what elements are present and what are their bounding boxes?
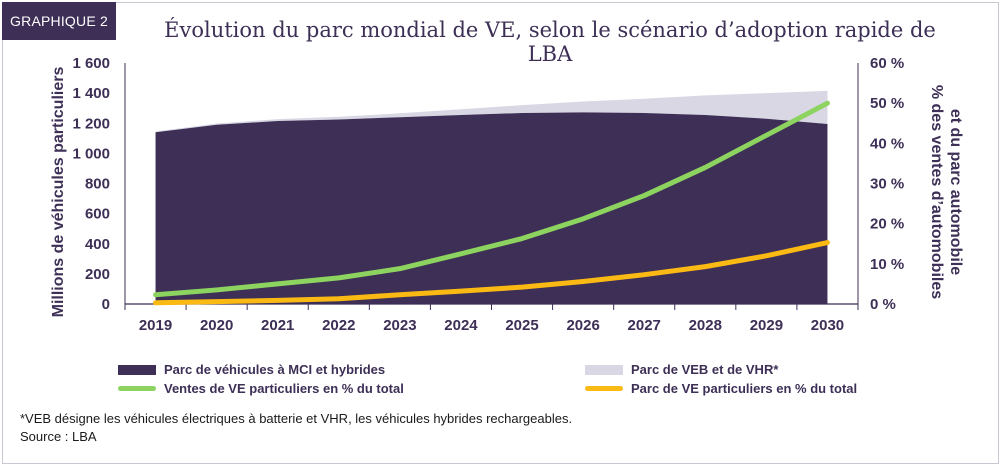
area-ice-hybrid-fleet [155,112,828,304]
figure-badge: GRAPHIQUE 2 [2,2,116,40]
y2-tick-label: 20 % [870,216,904,233]
x-tick-label: 2020 [200,317,233,334]
x-tick-label: 2026 [566,317,599,334]
y-tick-label: 1 200 [72,115,110,132]
y-tick-label: 200 [85,266,110,283]
x-axis-ticks: 2019 2020 2021 2022 2023 2024 2025 2026 2027 2028… [139,317,844,334]
line-ev-sales-share [153,100,830,298]
axis-lines [124,63,859,310]
y2-tick-label: 50 % [870,95,904,112]
y-tick-label: 1 400 [72,85,110,102]
x-tick-label: 2022 [322,317,355,334]
y-tick-label: 1 000 [72,145,110,162]
y2-tick-label: 10 % [870,256,904,273]
y-tick-label: 600 [85,206,110,223]
right-axis-ticks: 0 % 10 % 20 % 30 % 40 % 50 % 60 % [870,55,904,313]
area-series [155,90,828,304]
x-tick-label: 2023 [383,317,416,334]
y2-tick-label: 40 % [870,135,904,152]
y2-tick-label: 30 % [870,176,904,193]
x-tick-label: 2030 [811,317,844,334]
x-tick-label: 2025 [505,317,538,334]
area-bev-phev-fleet [155,90,828,133]
x-tick-label: 2021 [261,317,294,334]
y2-axis-title-line1: % des ventes d’automobiles [928,85,945,299]
x-tick-label: 2024 [444,317,478,334]
left-axis-ticks: 0 200 400 600 800 1 000 1 200 1 400 1 600 [72,55,110,313]
y-tick-label: 400 [85,236,110,253]
line-series [153,100,830,306]
y-axis-title: Millions de véhicules particuliers [50,67,67,318]
y-tick-label: 0 [102,296,110,313]
x-tick-label: 2028 [689,317,722,334]
notes: *VEB désigne les véhicules électriques à… [20,410,572,446]
x-tick-label: 2027 [628,317,661,334]
chart-title: Évolution du parc mondial de VE, selon l… [164,18,936,66]
source: Source : LBA [20,429,97,444]
y2-tick-label: 60 % [870,55,904,72]
y2-axis-title-line2: et du parc automobile [947,109,964,275]
y-tick-label: 800 [85,176,110,193]
y2-tick-label: 0 % [870,296,896,313]
x-tick-label: 2019 [139,317,172,334]
footnote: *VEB désigne les véhicules électriques à… [20,411,573,426]
y-tick-label: 1 600 [72,55,110,72]
line-ev-fleet-share [153,240,830,306]
x-tick-label: 2029 [750,317,783,334]
